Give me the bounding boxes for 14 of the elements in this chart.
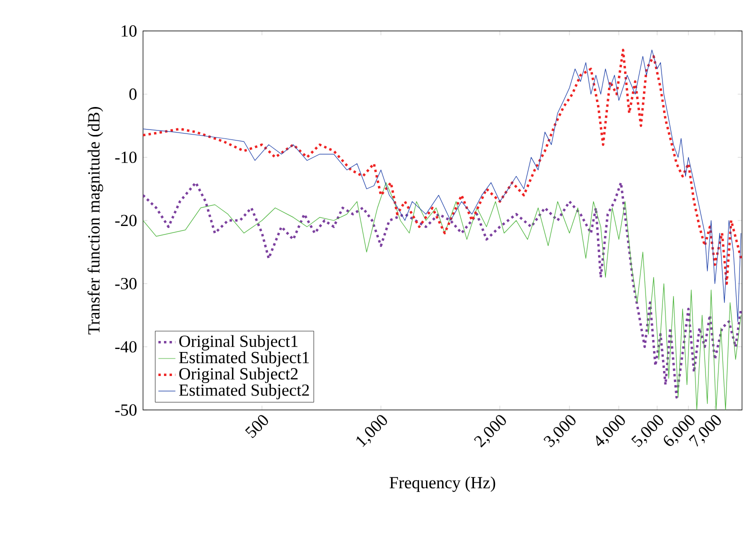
y-tick-label: -10 xyxy=(115,152,137,164)
y-axis-title: Transfer function magnitude (dB) xyxy=(88,107,104,334)
legend-label: Original Subject2 xyxy=(179,368,298,384)
y-tick-label: -50 xyxy=(115,404,137,416)
legend-label: Estimated Subject2 xyxy=(179,384,309,400)
x-tick-label: 500 xyxy=(245,415,268,438)
y-tick-label: -30 xyxy=(115,278,137,290)
y-tick-label: 0 xyxy=(129,88,137,100)
x-axis-title: Frequency (Hz) xyxy=(390,476,496,492)
legend-label: Estimated Subject1 xyxy=(179,351,309,367)
legend-label: Original Subject1 xyxy=(179,335,298,350)
y-tick-label: 10 xyxy=(122,25,137,37)
y-tick-label: -20 xyxy=(115,214,137,226)
y-tick-label: -40 xyxy=(115,341,137,353)
